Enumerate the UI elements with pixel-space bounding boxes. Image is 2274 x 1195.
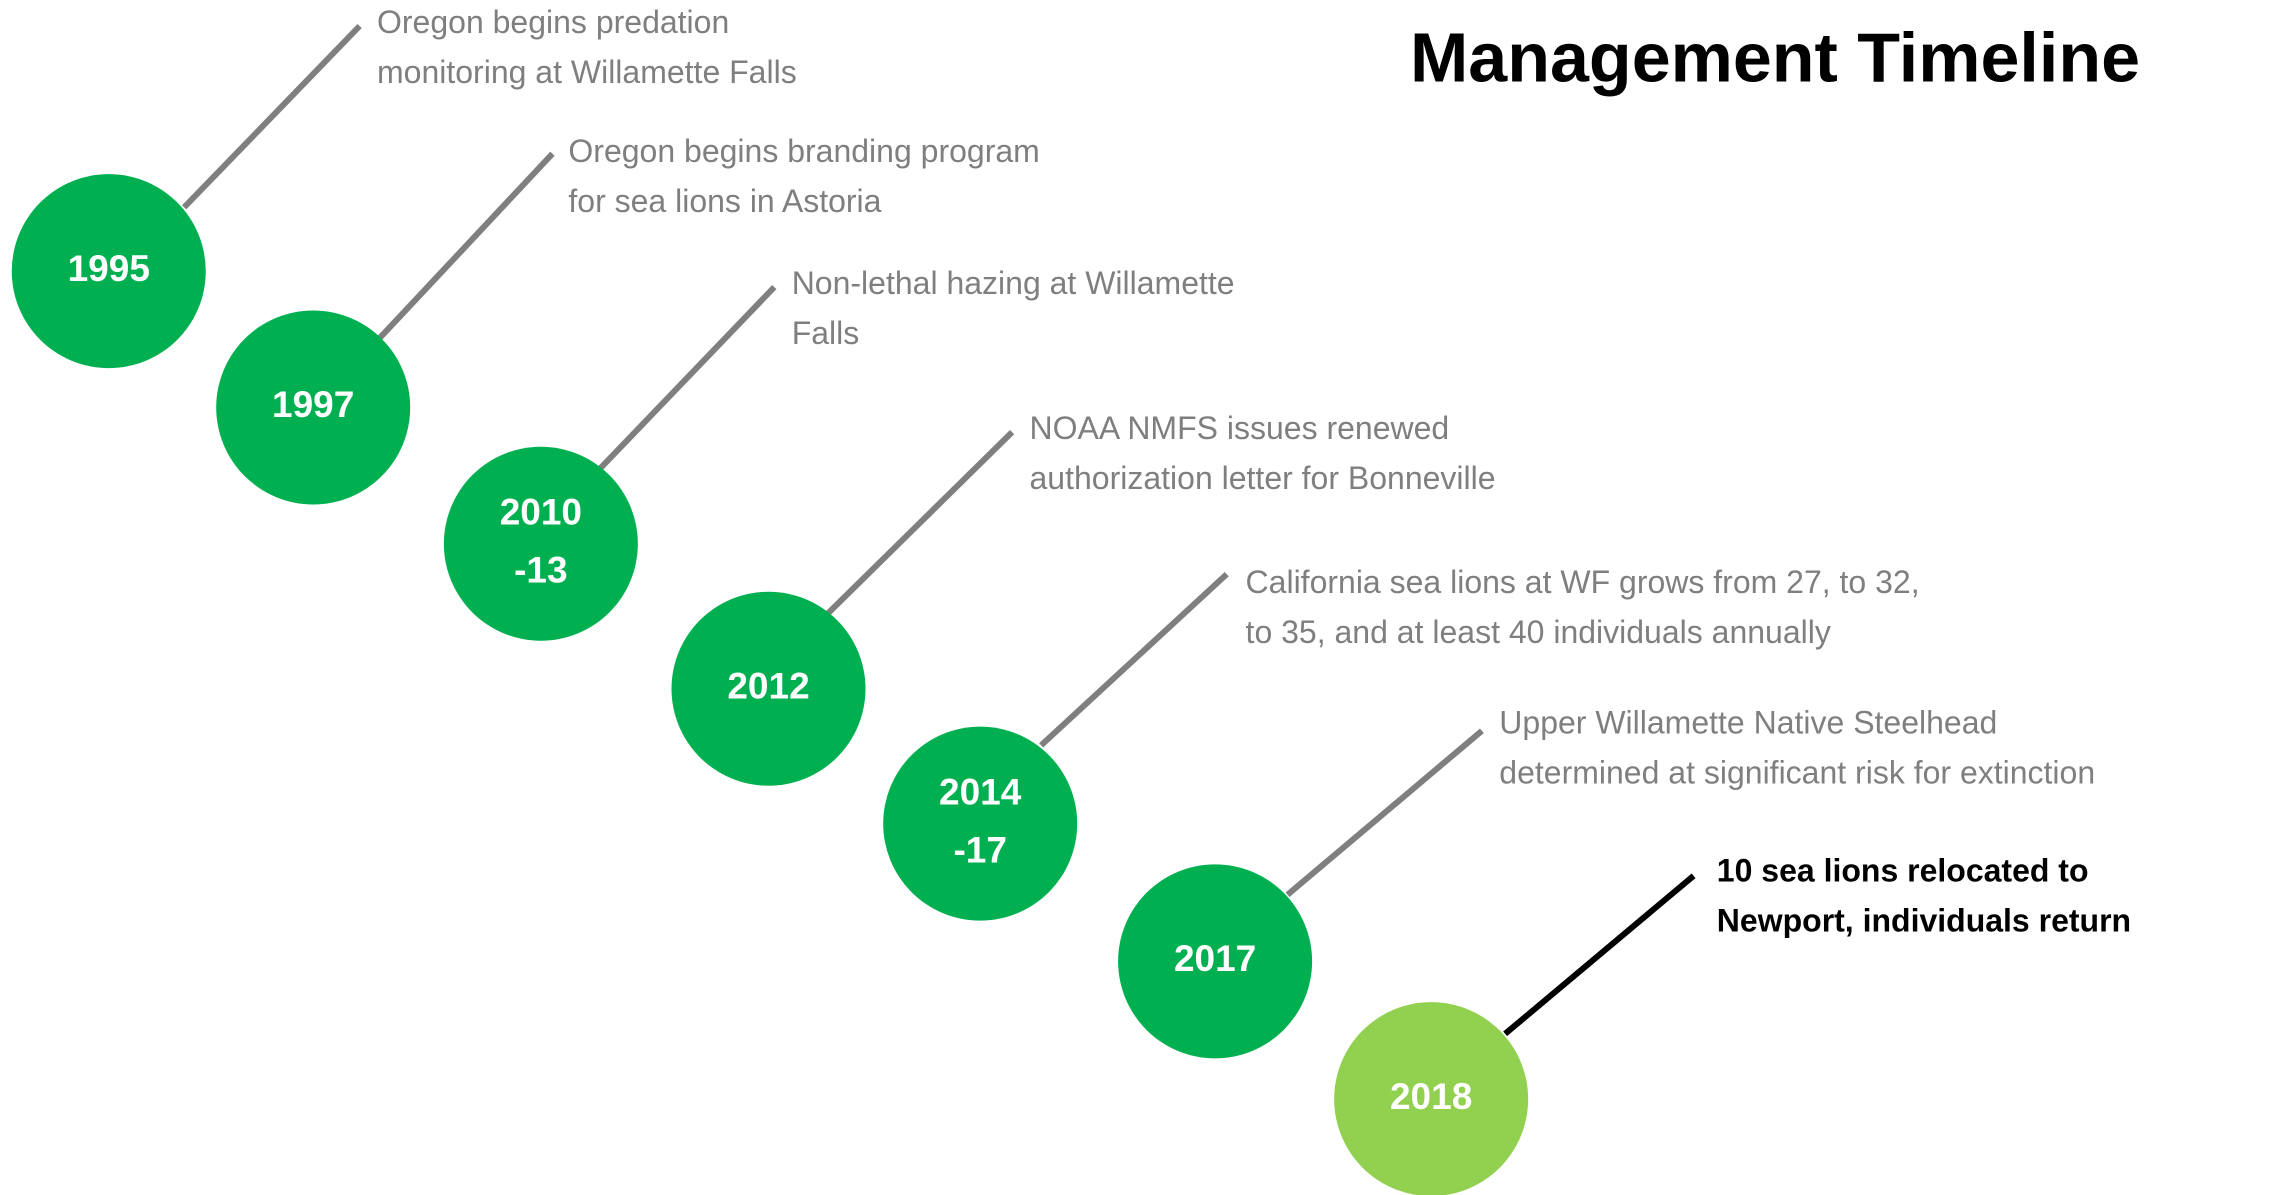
event-text: California sea lions at WF grows from 27… [1246, 564, 1920, 600]
year-label: 2014 [939, 771, 1022, 812]
year-circle [1118, 864, 1313, 1059]
event-text: Falls [792, 315, 860, 351]
year-label: 1997 [272, 384, 354, 425]
year-label: 2010 [500, 492, 582, 533]
event-text: authorization letter for Bonneville [1030, 460, 1496, 496]
year-label: -17 [953, 829, 1006, 870]
connector-line [377, 151, 555, 340]
year-label: -13 [514, 550, 567, 591]
event-text: to 35, and at least 40 individuals annua… [1246, 614, 1831, 650]
year-circle [1334, 1002, 1529, 1195]
event-text: for sea lions in Astoria [568, 183, 881, 219]
year-label: 2017 [1174, 938, 1256, 979]
event-text: determined at significant risk for extin… [1499, 754, 2095, 790]
connector-line [1039, 571, 1229, 748]
year-label: 1995 [68, 248, 150, 289]
event-text: Non-lethal hazing at Willamette [792, 265, 1235, 301]
connector-line [1285, 728, 1484, 897]
event-text: Newport, individuals return [1717, 902, 2131, 938]
event-text: 10 sea lions relocated to [1717, 852, 2089, 888]
year-circle [883, 726, 1078, 921]
event-text: monitoring at Willamette Falls [377, 54, 797, 90]
connector-line [181, 24, 362, 210]
year-circle [216, 310, 411, 505]
slide-title: Management Timeline [1410, 18, 2140, 96]
event-text: Oregon begins predation [377, 4, 729, 40]
connector-line [1503, 873, 1696, 1037]
connector-line [824, 429, 1015, 617]
event-text: NOAA NMFS issues renewed [1030, 410, 1450, 446]
event-text: Upper Willamette Native Steelhead [1499, 704, 1997, 740]
event-text: Oregon begins branding program [568, 133, 1039, 169]
year-circle [671, 591, 866, 786]
year-label: 2018 [1390, 1076, 1472, 1117]
year-label: 2012 [727, 666, 809, 707]
year-circle [11, 174, 206, 369]
connector-line [598, 285, 777, 471]
year-circle [443, 446, 638, 641]
